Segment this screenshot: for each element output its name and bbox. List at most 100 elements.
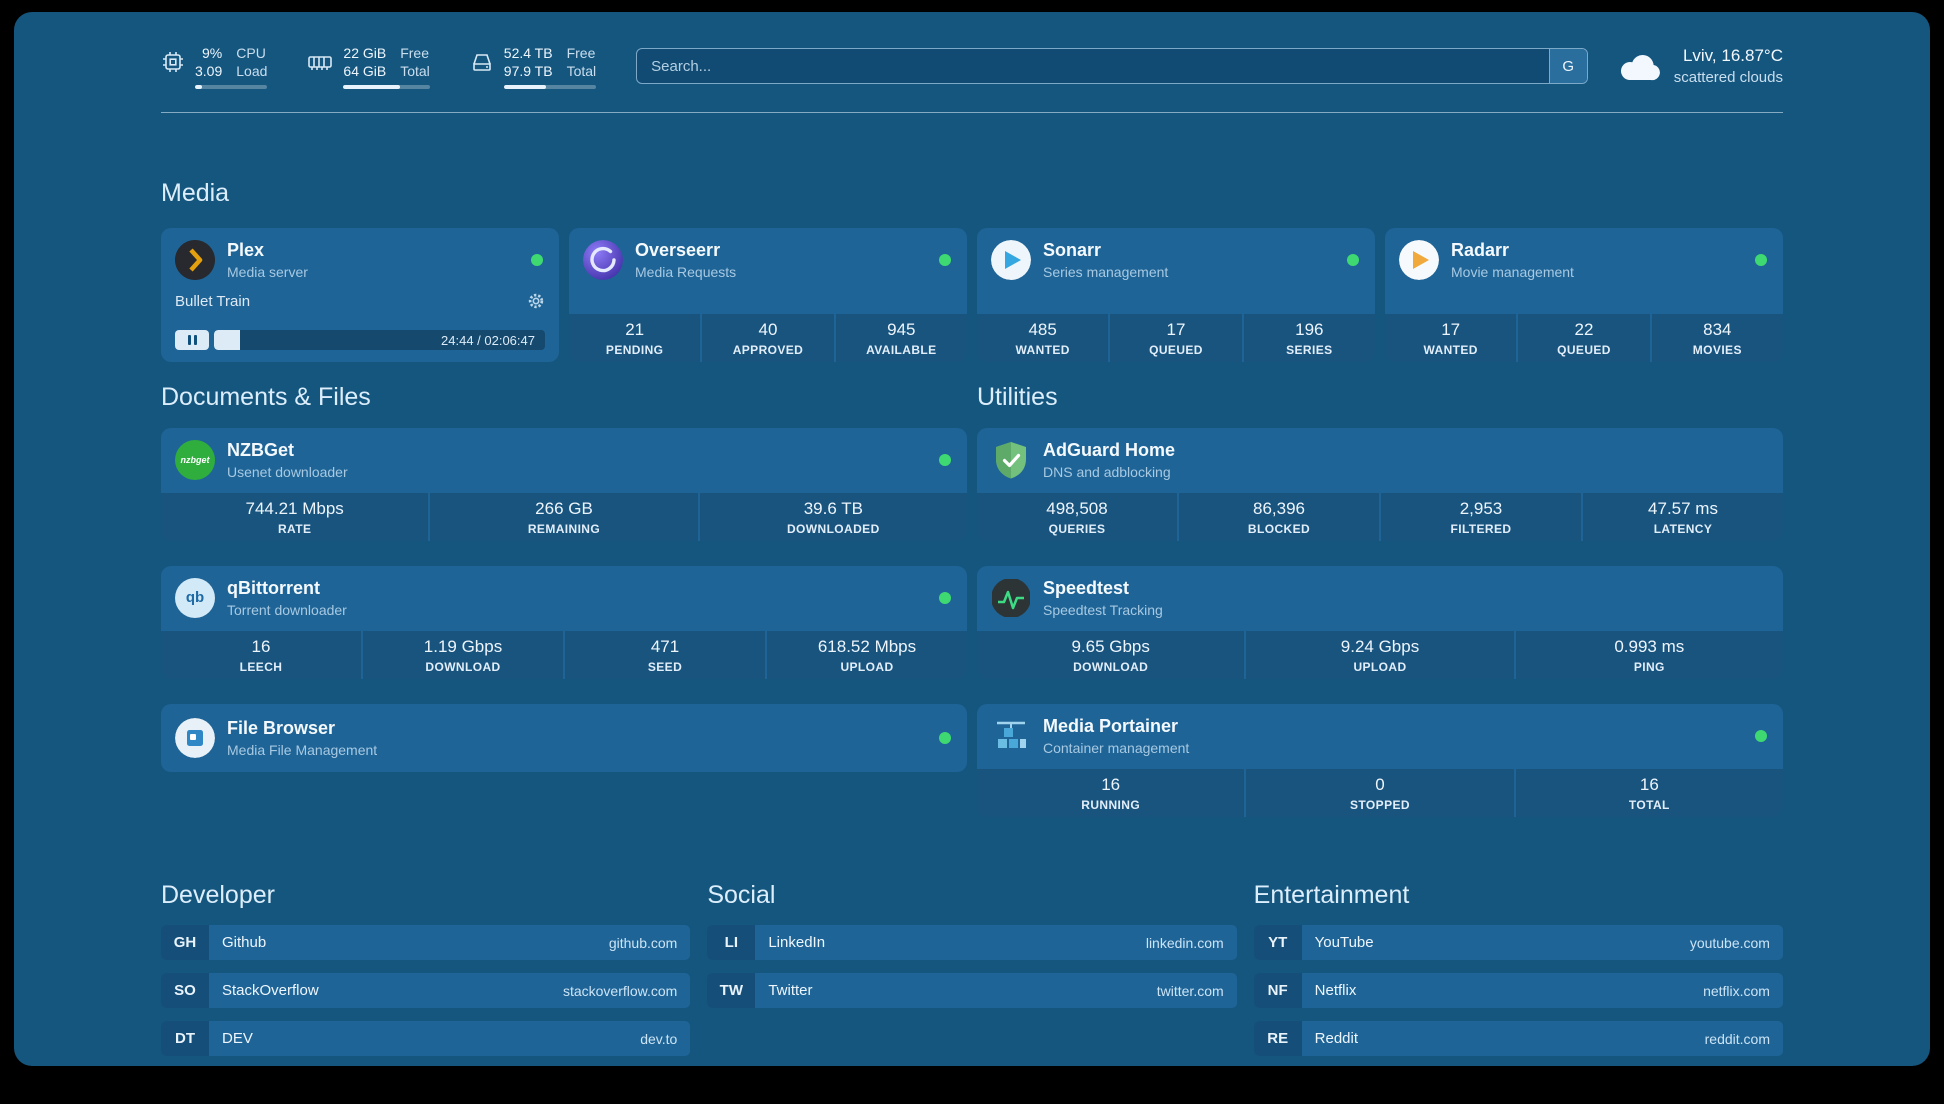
app-name: AdGuard Home xyxy=(1043,440,1176,460)
status-dot xyxy=(939,592,951,604)
pause-button[interactable] xyxy=(175,330,209,350)
app-name: File Browser xyxy=(227,718,336,738)
bookmark-url: stackoverflow.com xyxy=(562,982,678,999)
bookmark-name: Reddit xyxy=(1314,1030,1359,1047)
bookmark-dev[interactable]: DT DEV dev.to xyxy=(161,1021,691,1056)
storage-total: 97.9 TB xyxy=(503,62,553,79)
memory-icon xyxy=(307,50,333,74)
sonarr-icon xyxy=(991,240,1031,280)
divider xyxy=(161,112,1783,113)
stat-approved: 40 APPROVED xyxy=(702,314,834,362)
cpu-progress-bar xyxy=(195,84,268,89)
bookmark-url: reddit.com xyxy=(1704,1030,1770,1047)
memory-progress-bar xyxy=(343,84,430,89)
adguard-icon xyxy=(991,440,1031,480)
bookmark-abbr: LI xyxy=(707,925,756,960)
status-dot xyxy=(939,454,951,466)
memory-widget: 22 GiB 64 GiB Free Total xyxy=(307,44,430,89)
stat-upload: 618.52 Mbps UPLOAD xyxy=(767,631,967,679)
stat-pending: 21 PENDING xyxy=(569,314,701,362)
search-input[interactable] xyxy=(651,57,1549,75)
status-dot xyxy=(1755,254,1767,266)
bookmark-abbr: RE xyxy=(1253,1021,1302,1056)
memory-progress-fill xyxy=(343,84,401,89)
playback-progress-fill xyxy=(214,330,241,350)
stat-queries: 498,508 QUERIES xyxy=(977,493,1177,541)
app-name: qBittorrent xyxy=(227,578,320,598)
search-engine-button[interactable]: G xyxy=(1548,49,1587,83)
overseerr-card[interactable]: Overseerr Media Requests 21 PENDING 40 A… xyxy=(569,228,967,362)
bookmark-name: DEV xyxy=(222,1030,253,1047)
bookmark-linkedin[interactable]: LI LinkedIn linkedin.com xyxy=(707,925,1237,960)
app-name: Media Portainer xyxy=(1043,716,1179,736)
bookmark-name: Github xyxy=(222,934,267,951)
app-subtitle: Movie management xyxy=(1451,264,1574,280)
portainer-icon xyxy=(991,716,1031,756)
stat-wanted: 485 WANTED xyxy=(977,314,1109,362)
bookmark-netflix[interactable]: NF Netflix netflix.com xyxy=(1253,973,1783,1008)
stat-download: 9.65 Gbps DOWNLOAD xyxy=(977,631,1245,679)
status-dot xyxy=(939,732,951,744)
documents-section: Documents & Files nzbget NZBGet Usenet d… xyxy=(161,381,967,772)
plex-card[interactable]: Plex Media server Bullet Train xyxy=(161,228,559,362)
cpu-load-label: Load xyxy=(236,62,268,79)
nzbget-card[interactable]: nzbget NZBGet Usenet downloader 744.21 M… xyxy=(161,428,967,541)
utilities-section: Utilities AdGuard Home DNS and adblockin… xyxy=(977,381,1783,817)
plex-icon xyxy=(175,240,215,280)
memory-total-label: Total xyxy=(400,62,430,79)
status-dot xyxy=(939,254,951,266)
bookmark-abbr: DT xyxy=(161,1021,209,1056)
bookmark-stackoverflow[interactable]: SO StackOverflow stackoverflow.com xyxy=(161,973,691,1008)
bookmark-twitter[interactable]: TW Twitter twitter.com xyxy=(707,973,1237,1008)
radarr-card[interactable]: Radarr Movie management 17 WANTED 22 QUE… xyxy=(1385,228,1783,362)
settings-gear-icon[interactable] xyxy=(527,292,545,310)
stat-queued: 22 QUEUED xyxy=(1518,314,1650,362)
bookmark-abbr: SO xyxy=(161,973,209,1008)
weather-widget: Lviv, 16.87°C scattered clouds xyxy=(1618,46,1783,86)
memory-total: 64 GiB xyxy=(343,62,387,79)
storage-icon xyxy=(470,50,494,74)
bookmark-youtube[interactable]: YT YouTube youtube.com xyxy=(1253,925,1783,960)
app-name: Radarr xyxy=(1451,240,1510,260)
stat-queued: 17 QUEUED xyxy=(1110,314,1242,362)
bookmark-abbr: GH xyxy=(161,925,209,960)
bookmark-name: YouTube xyxy=(1314,934,1374,951)
bookmark-name: Twitter xyxy=(768,982,813,999)
app-subtitle: Usenet downloader xyxy=(227,464,348,480)
developer-section: Developer GH Github github.com SO StackO… xyxy=(161,879,691,1066)
app-name: Plex xyxy=(227,240,265,260)
adguard-card[interactable]: AdGuard Home DNS and adblocking 498,508 … xyxy=(977,428,1783,541)
search-bar: G xyxy=(636,48,1588,84)
app-subtitle: Container management xyxy=(1043,740,1190,756)
qbittorrent-card[interactable]: qb qBittorrent Torrent downloader 16 LEE… xyxy=(161,566,967,679)
social-section: Social LI LinkedIn linkedin.com TW Twitt… xyxy=(707,879,1237,1066)
app-subtitle: Media File Management xyxy=(227,742,378,758)
storage-progress-fill xyxy=(503,84,547,89)
status-dot xyxy=(1347,254,1359,266)
status-dot xyxy=(531,254,543,266)
bookmark-github[interactable]: GH Github github.com xyxy=(161,925,691,960)
app-subtitle: Speedtest Tracking xyxy=(1043,602,1163,618)
speedtest-card[interactable]: Speedtest Speedtest Tracking 9.65 Gbps D… xyxy=(977,566,1783,679)
speedtest-icon xyxy=(991,578,1031,618)
bookmark-reddit[interactable]: RE Reddit reddit.com xyxy=(1253,1021,1783,1056)
stat-movies: 834 MOVIES xyxy=(1651,314,1783,362)
filebrowser-card[interactable]: File Browser Media File Management xyxy=(161,704,967,772)
radarr-icon xyxy=(1399,240,1439,280)
bookmark-url: netflix.com xyxy=(1703,982,1770,999)
cpu-widget: 9% 3.09 CPU Load xyxy=(161,44,268,89)
sonarr-card[interactable]: Sonarr Series management 485 WANTED 17 Q… xyxy=(977,228,1375,362)
stat-upload: 9.24 Gbps UPLOAD xyxy=(1246,631,1514,679)
system-widgets: 9% 3.09 CPU Load xyxy=(161,44,597,89)
bookmark-abbr: YT xyxy=(1253,925,1302,960)
playback-time: 24:44 / 02:06:47 xyxy=(441,332,535,348)
now-playing-title: Bullet Train xyxy=(175,292,251,310)
portainer-card[interactable]: Media Portainer Container management 16 … xyxy=(977,704,1783,817)
playback-progress-bar[interactable]: 24:44 / 02:06:47 xyxy=(214,330,545,350)
media-section-title: Media xyxy=(161,179,230,207)
cpu-progress-fill xyxy=(195,84,202,89)
app-subtitle: Media Requests xyxy=(635,264,737,280)
entertainment-section: Entertainment YT YouTube youtube.com NF … xyxy=(1253,879,1783,1066)
top-bar: 9% 3.09 CPU Load xyxy=(161,38,1783,94)
storage-free: 52.4 TB xyxy=(503,44,553,61)
